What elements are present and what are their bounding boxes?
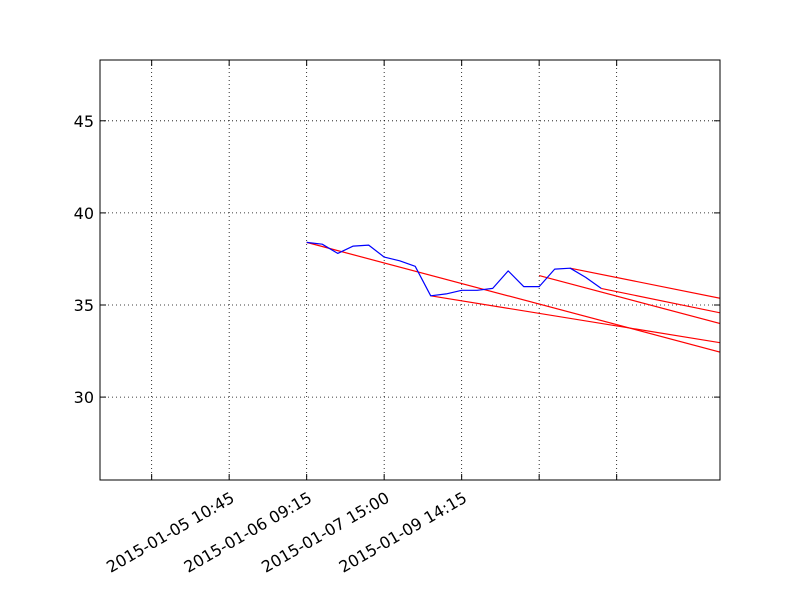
data-series [306, 241, 602, 297]
y-tick-label: 30 [74, 388, 94, 407]
trend-line [570, 267, 720, 299]
axis-ticks [100, 60, 720, 480]
trend-lines [306, 241, 720, 353]
plot-frame [99, 59, 721, 481]
trend-line [306, 241, 720, 353]
y-tick-labels: 30 35 40 45 [74, 112, 94, 407]
y-tick-label: 40 [74, 204, 94, 223]
trend-line [430, 295, 720, 344]
y-tick-label: 35 [74, 296, 94, 315]
price-series-line [306, 241, 602, 297]
trend-line [539, 274, 720, 325]
trend-line [601, 287, 720, 314]
y-tick-label: 45 [74, 112, 94, 131]
grid-lines [100, 60, 720, 480]
